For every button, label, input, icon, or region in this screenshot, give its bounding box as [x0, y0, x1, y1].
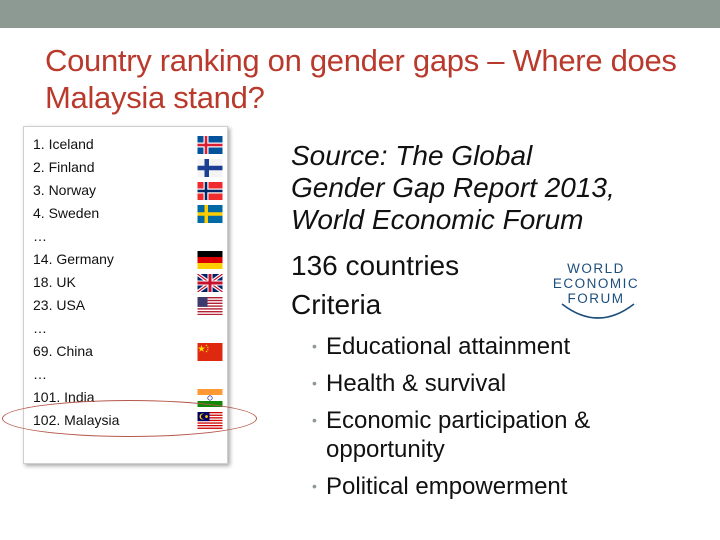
list-item: • Political empowerment	[312, 472, 712, 501]
ranking-item: 4. Sweden	[33, 202, 223, 225]
uk-flag-icon	[196, 274, 224, 292]
ranking-label: 69. China	[33, 343, 93, 359]
source-line: Gender Gap Report 2013,	[291, 172, 615, 203]
ranking-item: …	[33, 317, 223, 340]
finland-flag-icon	[197, 159, 223, 177]
china-flag-icon	[197, 343, 223, 361]
ranking-item: 1. Iceland	[33, 133, 223, 156]
source-citation: Source: The Global Gender Gap Report 201…	[291, 140, 711, 236]
criteria-item: Health & survival	[326, 370, 507, 397]
wef-arc-icon	[561, 303, 635, 319]
ranking-label: …	[33, 366, 47, 382]
ranking-label: 4. Sweden	[33, 205, 100, 221]
usa-flag-icon	[197, 297, 223, 315]
source-line: Source: The Global	[291, 140, 533, 171]
criteria-item: Educational attainment	[326, 333, 571, 360]
criteria-item: Economic participation & opportunity	[326, 407, 591, 463]
wef-logo: WORLD ECONOMIC FORUM	[540, 258, 652, 324]
ranking-item: 69. China	[33, 340, 223, 363]
ranking-label: 1. Iceland	[33, 136, 94, 152]
ranking-item: …	[33, 225, 223, 248]
ranking-label: 3. Norway	[33, 182, 97, 198]
criteria-list: • Educational attainment • Health & surviv…	[312, 332, 712, 509]
ranking-item: 2. Finland	[33, 156, 223, 179]
logo-line: WORLD	[567, 261, 625, 276]
criteria-item: Political empowerment	[326, 473, 568, 500]
ranking-item: …	[33, 363, 223, 386]
bullet-icon: •	[312, 412, 317, 428]
source-line: World Economic Forum	[291, 204, 584, 235]
logo-line: ECONOMIC	[552, 276, 640, 291]
norway-flag-icon	[197, 182, 223, 200]
bullet-icon: •	[312, 338, 317, 354]
countries-count: 136 countries	[291, 250, 460, 281]
sweden-flag-icon	[197, 205, 223, 223]
ranking-label: 18. UK	[33, 274, 76, 290]
list-item: • Educational attainment	[312, 332, 712, 361]
list-item: • Health & survival	[312, 369, 712, 398]
criteria-heading: Criteria	[291, 289, 382, 320]
ranking-item: 3. Norway	[33, 179, 223, 202]
germany-flag-icon	[197, 251, 223, 269]
list-item: • Economic participation & opportunity	[312, 406, 712, 464]
ranking-label: 23. USA	[33, 297, 86, 313]
ranking-item: 14. Germany	[33, 248, 223, 271]
ranking-label: …	[33, 320, 47, 336]
ranking-label: …	[33, 228, 47, 244]
ranking-label: 14. Germany	[33, 251, 114, 267]
ranking-item: 18. UK	[33, 271, 224, 294]
iceland-flag-icon	[197, 136, 223, 154]
logo-line: FORUM	[567, 291, 625, 306]
bullet-icon: •	[312, 478, 317, 494]
slide-title: Country ranking on gender gaps – Where d…	[45, 43, 677, 115]
bullet-icon: •	[312, 375, 317, 391]
malaysia-highlight-ellipse	[2, 400, 257, 437]
ranking-label: 2. Finland	[33, 159, 95, 175]
ranking-item: 23. USA	[33, 294, 223, 317]
top-accent-bar	[0, 0, 720, 28]
